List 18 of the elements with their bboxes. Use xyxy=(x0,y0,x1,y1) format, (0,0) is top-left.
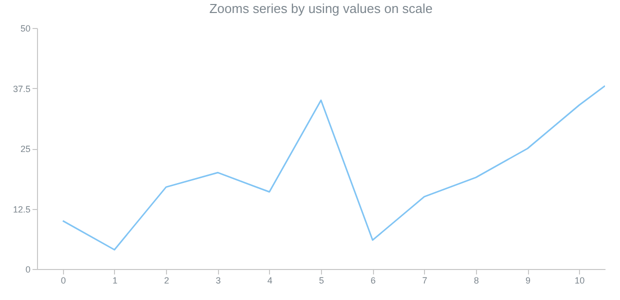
y-tick-label: 0 xyxy=(25,264,30,274)
line-series xyxy=(62,85,605,250)
x-tick-label: 10 xyxy=(574,276,585,286)
x-tick-label: 0 xyxy=(60,276,66,286)
y-tick-label: 50 xyxy=(20,24,30,34)
x-tick-label: 1 xyxy=(112,276,118,286)
x-tick-label: 4 xyxy=(267,276,272,286)
x-tick-label: 3 xyxy=(216,276,221,286)
y-tick-label: 25 xyxy=(20,144,30,154)
x-tick-label: 2 xyxy=(164,276,170,286)
x-tick-label: 9 xyxy=(526,276,531,286)
x-tick-label: 6 xyxy=(370,276,376,286)
chart-title: Zooms series by using values on scale xyxy=(209,1,433,16)
x-tick-label: 7 xyxy=(422,276,428,286)
x-tick-label: 5 xyxy=(318,276,324,286)
y-tick-label: 12.5 xyxy=(12,204,30,214)
y-tick-label: 37.5 xyxy=(12,84,30,94)
x-tick-label: 8 xyxy=(474,276,479,286)
